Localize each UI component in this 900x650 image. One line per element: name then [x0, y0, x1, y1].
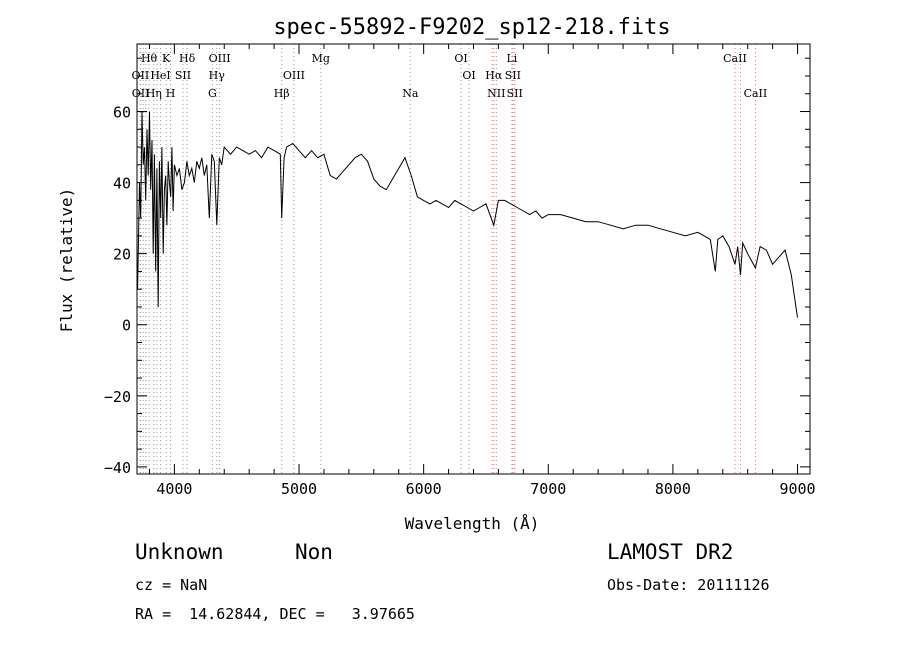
spectral-line-label: SII	[507, 87, 523, 100]
spectral-line-label: CaII	[723, 52, 747, 65]
spectral-line-label: G	[208, 87, 217, 100]
y-tick-label: 20	[113, 246, 131, 264]
spectral-line-label: Mg	[312, 52, 330, 65]
x-axis: 4000 5000 6000 7000 8000 9000	[148, 44, 816, 498]
x-tick-label: 9000	[779, 480, 815, 498]
y-tick-label: −20	[104, 388, 131, 406]
spectral-line-label: Hδ	[179, 52, 196, 65]
redshift-cz: cz = NaN	[135, 576, 208, 594]
x-axis-label: Wavelength (Å)	[405, 514, 540, 533]
plot-frame	[136, 43, 811, 475]
spectral-line-label: OIII	[209, 52, 231, 65]
coordinates: RA = 14.62844, DEC = 3.97665	[135, 605, 415, 623]
spectral-line-label: HeI	[150, 69, 170, 82]
y-tick-label: 40	[113, 175, 131, 193]
spectral-line-label: K	[162, 52, 171, 65]
spectral-line-label: SII	[175, 69, 191, 82]
spectral-line-label: CaII	[744, 87, 768, 100]
y-tick-label: 60	[113, 104, 131, 122]
spectral-line-label: Hη	[146, 87, 162, 100]
spectral-line-label: Hβ	[274, 87, 290, 100]
spectral-line-label: Li	[506, 52, 517, 65]
spectral-line-label: Hγ	[209, 69, 226, 82]
x-tick-label: 7000	[530, 480, 566, 498]
spectral-line-label: OI	[462, 69, 475, 82]
x-tick-label: 8000	[655, 480, 691, 498]
spectral-line-label: H	[166, 87, 176, 100]
spectral-line-label: OIII	[283, 69, 305, 82]
spectral-line-label: OI	[454, 52, 467, 65]
spectral-lines-layer	[139, 44, 756, 474]
spectral-line-label: SII	[505, 69, 521, 82]
spectral-line-label: Na	[402, 87, 419, 100]
y-tick-label: 0	[122, 317, 131, 335]
y-tick-label: −40	[104, 459, 131, 477]
flux-series-line	[137, 111, 798, 318]
object-subclass: Non	[295, 540, 333, 564]
x-tick-label: 6000	[406, 480, 442, 498]
chart-title: spec-55892-F9202_sp12-218.fits	[273, 15, 670, 40]
x-tick-label: 4000	[156, 480, 192, 498]
spectral-line-label: Hθ	[141, 52, 158, 65]
obs-date: Obs-Date: 20111126	[607, 576, 770, 594]
object-class: Unknown	[135, 540, 224, 564]
y-axis: −40 −20 0 20 40 60	[104, 57, 810, 477]
spectral-line-label: NII	[487, 87, 505, 100]
spectral-line-label: Hα	[485, 69, 503, 82]
y-axis-label: Flux (relative)	[57, 188, 76, 333]
x-tick-label: 5000	[281, 480, 317, 498]
survey-name: LAMOST DR2	[607, 540, 734, 564]
